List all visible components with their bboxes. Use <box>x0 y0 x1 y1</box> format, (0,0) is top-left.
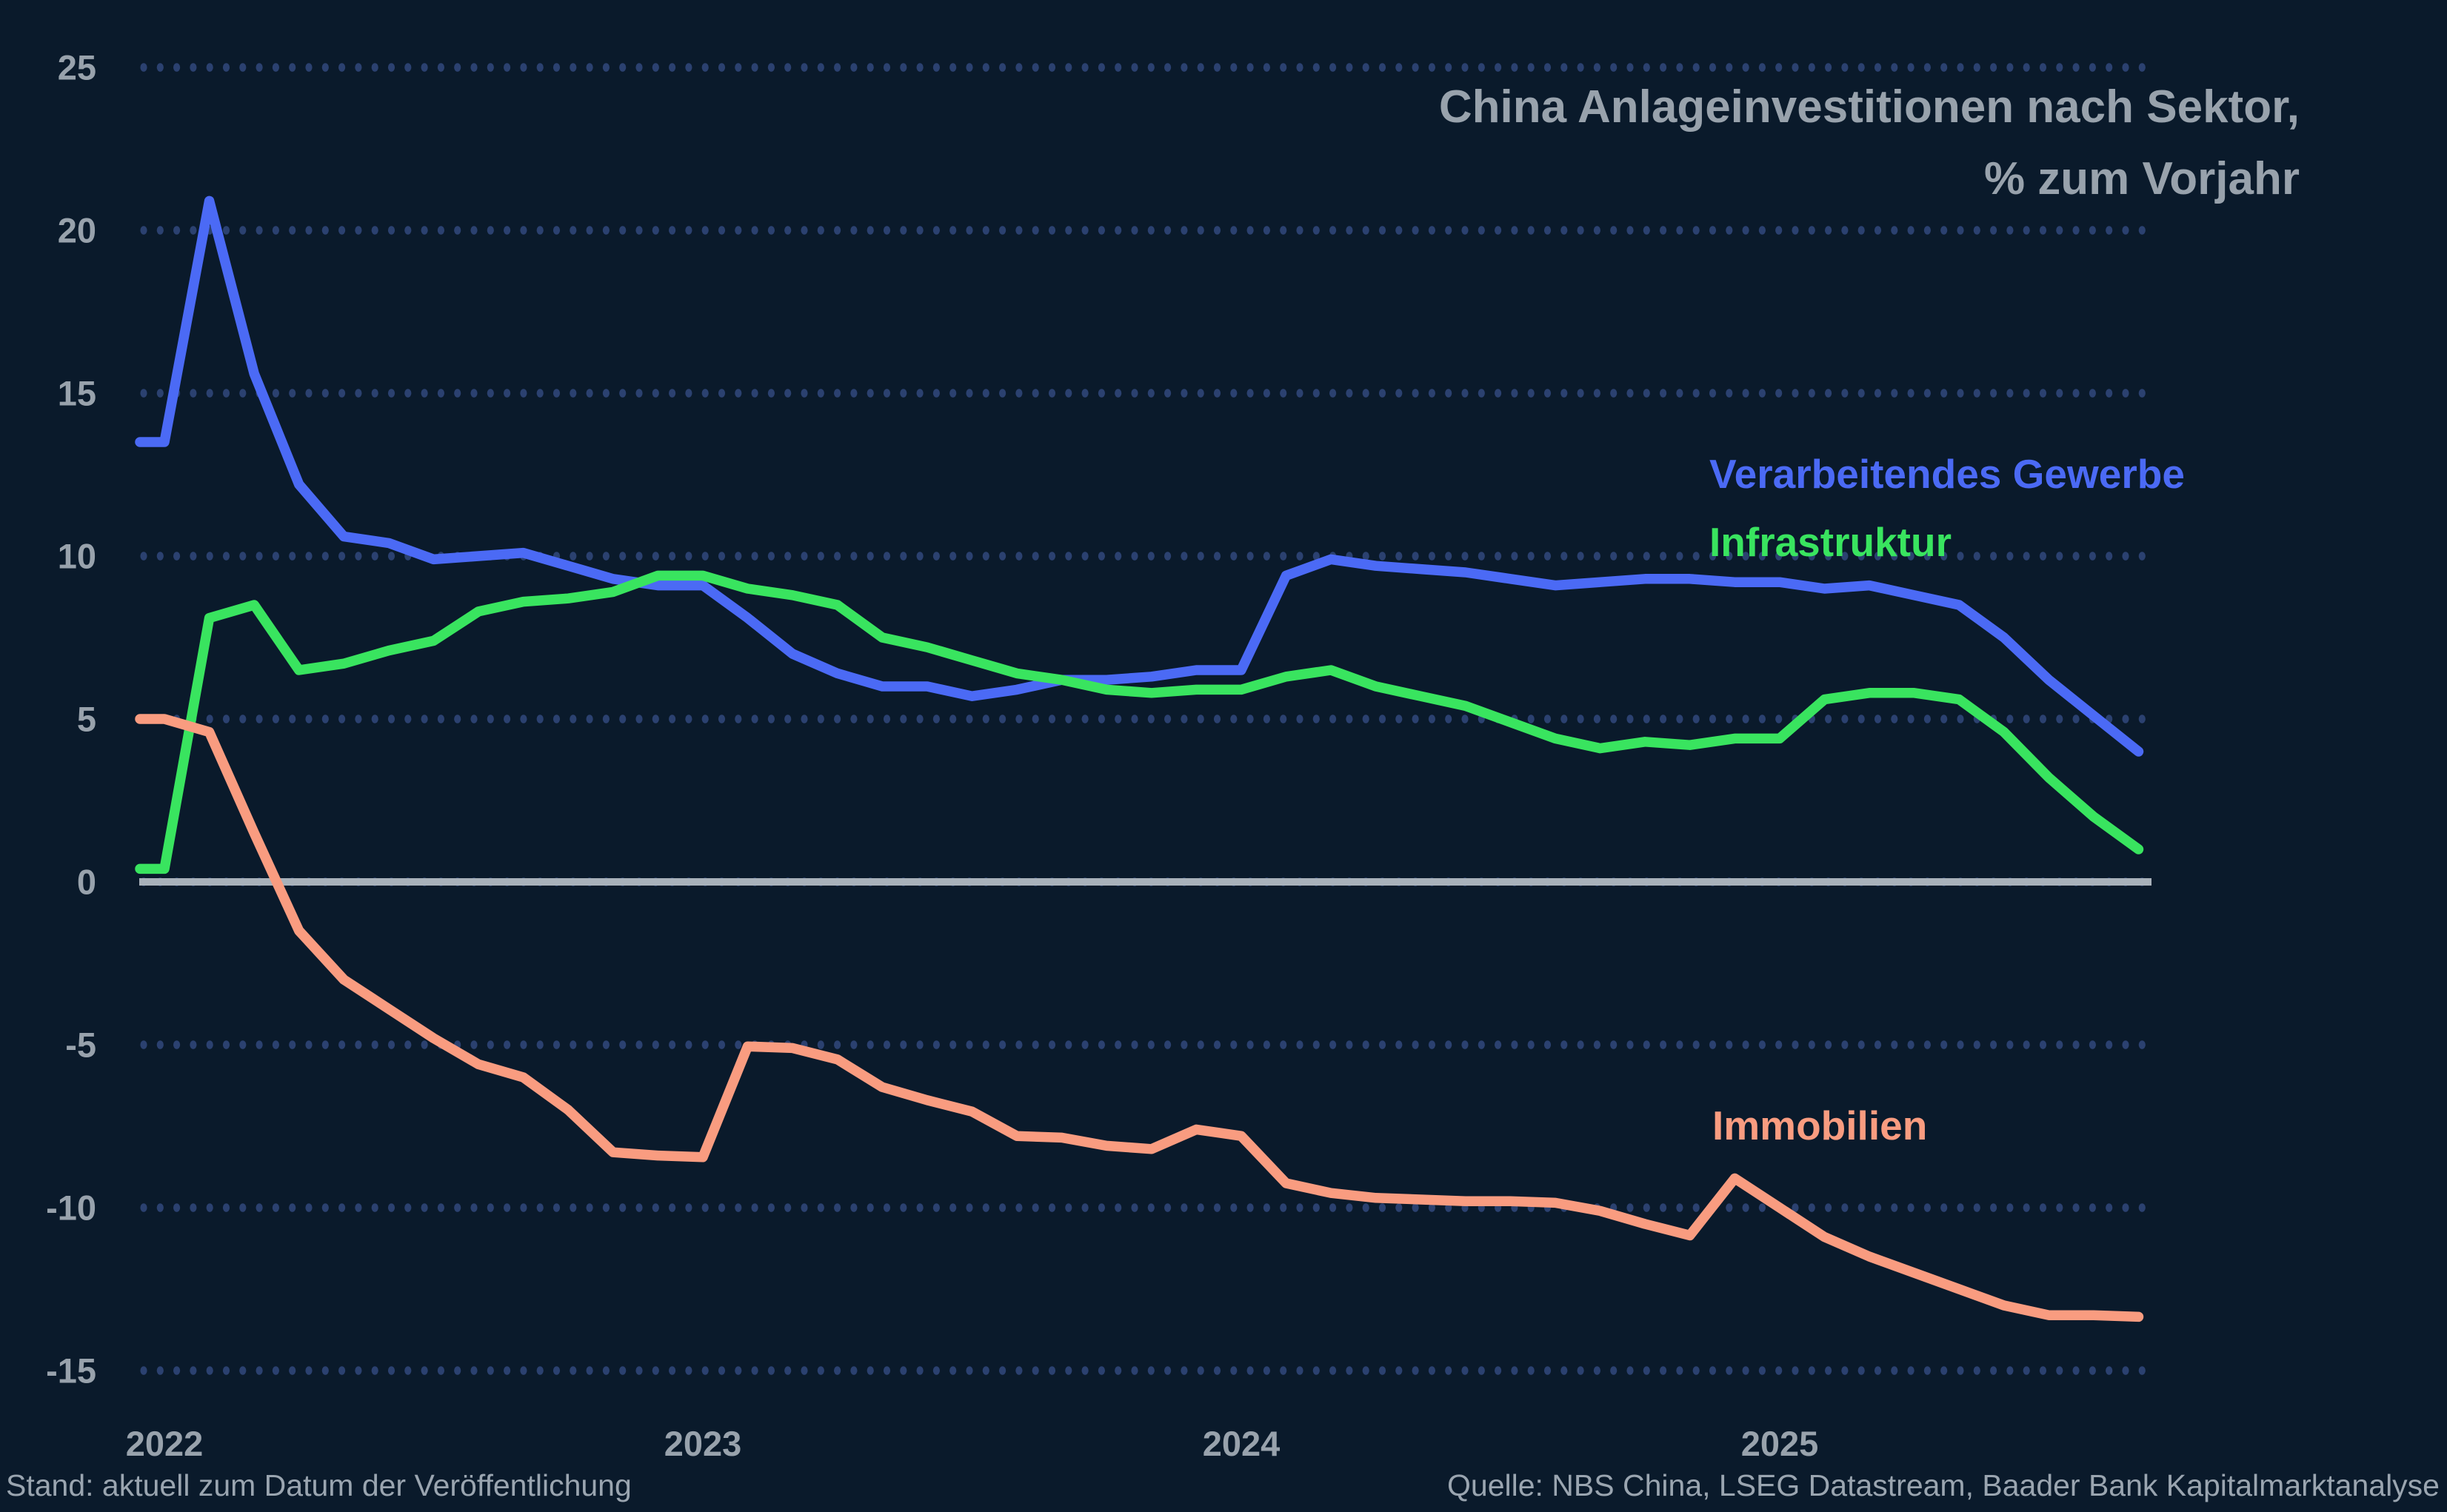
gridline-row-25 <box>140 63 2146 72</box>
y-tick-label--5: -5 <box>65 1025 96 1065</box>
y-tick-label--10: -10 <box>46 1188 96 1228</box>
x-tick-label-2023: 2023 <box>664 1424 742 1463</box>
y-tick-label-0: 0 <box>76 862 96 902</box>
source-note: Quelle: NBS China, LSEG Datastream, Baad… <box>1447 1468 2440 1502</box>
x-tick-label-2024: 2024 <box>1202 1424 1281 1463</box>
y-tick-label-20: 20 <box>57 210 96 250</box>
y-tick-label-15: 15 <box>57 373 96 413</box>
x-tick-label-2025: 2025 <box>1740 1424 1819 1463</box>
legend-label-realestate: Immobilien <box>1712 1103 1928 1148</box>
chart-title: China Anlageinvestitionen nach Sektor, %… <box>1439 71 2300 215</box>
y-tick-label-25: 25 <box>57 47 96 87</box>
y-tick-label-5: 5 <box>76 699 96 739</box>
chart-title-line1: China Anlageinvestitionen nach Sektor, <box>1438 81 2300 133</box>
status-note: Stand: aktuell zum Datum der Veröffentli… <box>6 1468 632 1502</box>
gridline-row-20 <box>140 226 2146 235</box>
legend-label-manufacturing: Verarbeitendes Gewerbe <box>1709 451 2185 497</box>
series-line-realestate <box>135 714 2144 1322</box>
series-line-manufacturing <box>135 195 2144 757</box>
gridline-row--15 <box>140 1366 2146 1375</box>
legend-label-infrastructure: Infrastruktur <box>1709 519 1952 565</box>
y-tick-label--15: -15 <box>46 1351 96 1391</box>
gridline-row--10 <box>140 1203 2146 1212</box>
y-tick-label-10: 10 <box>57 536 96 576</box>
gridline-row-15 <box>140 389 2146 398</box>
x-tick-label-2022: 2022 <box>125 1424 204 1463</box>
series-line-infrastructure <box>135 570 2144 874</box>
gridline-row-5 <box>140 715 2146 723</box>
chart-title-line2: % zum Vorjahr <box>1983 153 2300 204</box>
